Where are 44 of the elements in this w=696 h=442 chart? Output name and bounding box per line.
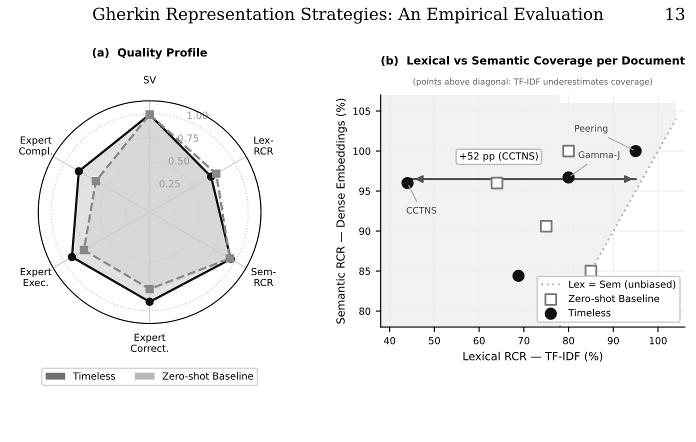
y-tick-label: 85: [359, 268, 370, 275]
x-tick-label: 80: [563, 336, 574, 344]
x-axis-title: Lexical RCR — TF-IDF (%): [463, 352, 602, 362]
text: Gherkin Representation Strategies: An Empirical Evaluation: [93, 7, 604, 24]
spoke-label: SV: [144, 76, 156, 84]
x-tick-label: 100: [650, 336, 667, 344]
point: [490, 176, 504, 190]
y-tick-label: 0.25: [160, 180, 180, 188]
y-tick-label: 80: [359, 308, 370, 315]
x-tick-label: 90: [608, 336, 619, 344]
x-tick-label: 70: [518, 336, 530, 344]
chart-title: (a) Quality Profile: [92, 48, 207, 59]
legend-label: Timeless: [568, 308, 610, 316]
spoke-label: Sem- RCR: [252, 268, 276, 286]
legend-label: Lex = Sem (unbiased): [569, 280, 676, 290]
annotation: Gamma-J: [578, 151, 620, 160]
y-tick-label: 95: [359, 188, 370, 195]
x-tick-label: 40: [384, 336, 396, 344]
y-axis-title: Semantic RCR — Dense Embeddings (%): [336, 98, 347, 324]
legend-label: Zero-shot Baseline: [162, 372, 254, 380]
point: [512, 270, 525, 282]
annotation: +52 pp (CCTNS): [460, 152, 538, 162]
legend-label: Timeless: [72, 372, 116, 380]
point: [630, 144, 642, 158]
y-tick-label: 90: [359, 228, 370, 235]
chart-subtitle: (points above diagonal: TF-IDF underestimates coverage): [414, 78, 652, 86]
spoke-label: Expert Compl.: [19, 136, 52, 157]
spoke-label: Expert Exec.: [20, 268, 52, 286]
spoke-label: Expert Correct.: [130, 334, 168, 352]
point: [562, 144, 575, 158]
annotation: CCTNS: [406, 206, 436, 214]
spoke-label: Lex- RCR: [254, 136, 274, 155]
x-tick-label: 50: [428, 336, 440, 344]
point: [401, 176, 414, 190]
legend-label: Zero-shot Baseline: [568, 294, 660, 302]
x-tick-label: 60: [474, 336, 485, 344]
annotation: Peering: [575, 124, 608, 134]
y-tick-label: 0.50: [168, 157, 190, 165]
y-tick-label: 100: [354, 148, 370, 155]
point: [540, 220, 552, 233]
chart-title: (b) Lexical vs Semantic Coverage per Document: [382, 56, 685, 67]
text: 13: [666, 8, 684, 20]
point: [562, 171, 575, 184]
y-tick-label: 105: [354, 108, 370, 115]
